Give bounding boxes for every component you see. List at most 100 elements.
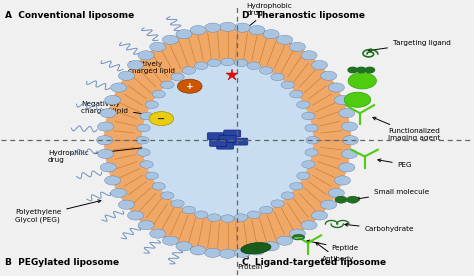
- Text: Negatively
charged lipid: Negatively charged lipid: [81, 101, 170, 119]
- Circle shape: [247, 62, 260, 70]
- Circle shape: [342, 136, 358, 145]
- Circle shape: [365, 67, 374, 73]
- Circle shape: [105, 176, 121, 185]
- Circle shape: [297, 172, 310, 180]
- Text: Carbohydrate: Carbohydrate: [345, 223, 414, 232]
- Circle shape: [208, 214, 221, 221]
- Circle shape: [163, 35, 179, 44]
- Circle shape: [356, 67, 366, 73]
- Text: +: +: [186, 82, 193, 91]
- Circle shape: [234, 214, 247, 221]
- Circle shape: [118, 71, 135, 80]
- Circle shape: [140, 112, 153, 120]
- Circle shape: [219, 22, 236, 31]
- Circle shape: [277, 35, 292, 44]
- Circle shape: [128, 60, 144, 70]
- Circle shape: [205, 23, 221, 32]
- Circle shape: [335, 95, 350, 105]
- Circle shape: [289, 229, 305, 238]
- Ellipse shape: [143, 62, 313, 219]
- Circle shape: [311, 211, 328, 220]
- Circle shape: [176, 30, 192, 39]
- Circle shape: [208, 59, 221, 67]
- Circle shape: [249, 25, 265, 35]
- Circle shape: [341, 122, 357, 131]
- Text: Targeting ligand: Targeting ligand: [368, 40, 451, 52]
- Circle shape: [171, 73, 184, 81]
- Circle shape: [348, 67, 357, 73]
- Ellipse shape: [241, 243, 271, 254]
- Circle shape: [335, 196, 347, 203]
- Circle shape: [161, 81, 174, 89]
- Circle shape: [100, 108, 116, 118]
- Circle shape: [311, 60, 328, 70]
- Text: B  PEGylated liposome: B PEGylated liposome: [5, 258, 119, 267]
- Circle shape: [137, 149, 150, 156]
- Circle shape: [263, 30, 279, 39]
- FancyBboxPatch shape: [217, 142, 234, 149]
- Text: C  Ligand-targeted liposome: C Ligand-targeted liposome: [242, 258, 386, 267]
- Circle shape: [277, 236, 292, 245]
- Circle shape: [98, 149, 114, 158]
- Circle shape: [263, 242, 279, 251]
- Circle shape: [271, 73, 284, 81]
- Circle shape: [301, 51, 317, 60]
- FancyBboxPatch shape: [207, 133, 224, 140]
- Text: Small molecule: Small molecule: [356, 189, 429, 200]
- Circle shape: [152, 182, 165, 190]
- Text: Peptide: Peptide: [307, 240, 359, 251]
- Circle shape: [281, 192, 294, 200]
- Circle shape: [145, 172, 158, 180]
- Circle shape: [138, 221, 154, 230]
- Circle shape: [105, 95, 121, 105]
- Circle shape: [301, 221, 317, 230]
- Text: Hydrophobic
drug: Hydrophobic drug: [245, 3, 292, 30]
- Circle shape: [161, 192, 174, 200]
- Circle shape: [260, 206, 273, 214]
- Circle shape: [128, 211, 144, 220]
- Text: Functionalized
Imaging agent: Functionalized Imaging agent: [373, 117, 441, 141]
- Circle shape: [234, 59, 247, 67]
- Circle shape: [302, 161, 315, 168]
- Circle shape: [221, 58, 234, 66]
- Ellipse shape: [161, 78, 294, 202]
- Circle shape: [341, 149, 357, 158]
- Circle shape: [221, 215, 234, 222]
- Circle shape: [290, 91, 303, 98]
- Circle shape: [305, 124, 318, 132]
- Circle shape: [320, 71, 337, 80]
- Circle shape: [335, 176, 350, 185]
- Text: Antibody: Antibody: [316, 243, 355, 262]
- Circle shape: [289, 42, 305, 52]
- Text: A  Conventional liposome: A Conventional liposome: [5, 10, 135, 20]
- Circle shape: [320, 200, 337, 209]
- Circle shape: [344, 92, 371, 107]
- Text: Hydrophilic
drug: Hydrophilic drug: [48, 138, 214, 163]
- FancyBboxPatch shape: [224, 130, 241, 137]
- Circle shape: [302, 112, 315, 120]
- Circle shape: [140, 161, 153, 168]
- FancyBboxPatch shape: [210, 139, 227, 147]
- Circle shape: [150, 229, 166, 238]
- Circle shape: [306, 136, 319, 144]
- Circle shape: [260, 67, 273, 74]
- Circle shape: [177, 79, 202, 93]
- Circle shape: [98, 122, 114, 131]
- Circle shape: [176, 242, 192, 251]
- Circle shape: [348, 73, 376, 89]
- Circle shape: [145, 101, 158, 108]
- Circle shape: [290, 182, 303, 190]
- Text: PEG: PEG: [378, 159, 412, 168]
- Circle shape: [163, 236, 179, 245]
- Circle shape: [328, 83, 345, 92]
- Text: −: −: [157, 114, 165, 124]
- Circle shape: [297, 101, 310, 108]
- Circle shape: [111, 83, 127, 92]
- Ellipse shape: [105, 27, 350, 254]
- Circle shape: [249, 246, 265, 255]
- Circle shape: [171, 200, 184, 207]
- Ellipse shape: [161, 78, 294, 202]
- Circle shape: [234, 248, 250, 258]
- Text: Polyethylene
Glycol (PEG): Polyethylene Glycol (PEG): [15, 200, 101, 223]
- Circle shape: [97, 136, 113, 145]
